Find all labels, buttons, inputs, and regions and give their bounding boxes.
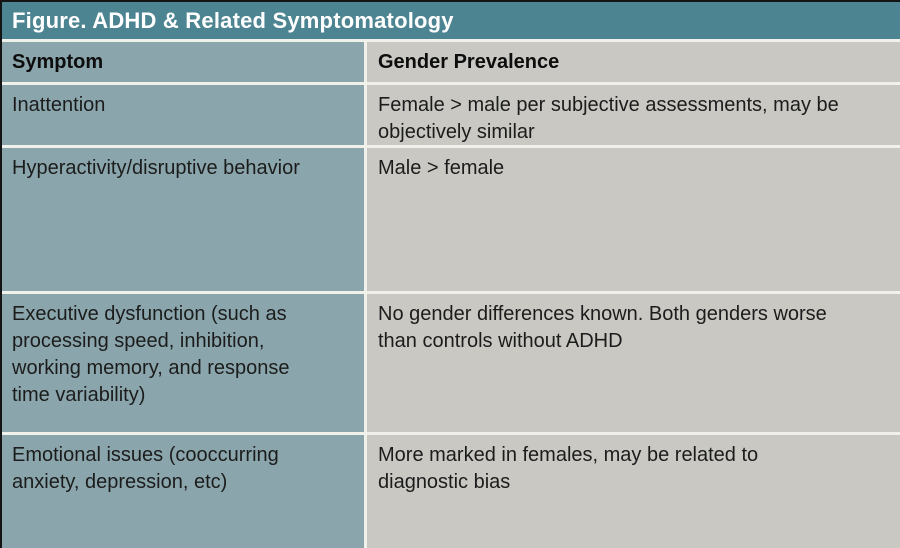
- symptom-text: Inattention: [12, 94, 106, 116]
- symptom-text: Hyperactivity/disruptive behavior: [12, 157, 300, 179]
- column-header-gender-prevalence: Gender Prevalence: [367, 42, 900, 82]
- symptom-text: Emotional issues (cooccurring anxiety, d…: [12, 444, 279, 493]
- figure-title-bar: Figure. ADHD & Related Symptomatology: [2, 2, 900, 39]
- table-row-emotional-issues-prevalence: More marked in females, may be related t…: [367, 435, 900, 548]
- table-row-executive-dysfunction-prevalence: No gender differences known. Both gender…: [367, 294, 900, 432]
- table-row-inattention-symptom: Inattention: [2, 85, 364, 145]
- column-header-symptom: Symptom: [2, 42, 364, 82]
- prevalence-text: More marked in females, may be related t…: [378, 444, 759, 493]
- column-header-gender-prevalence-label: Gender Prevalence: [378, 51, 560, 73]
- column-header-symptom-label: Symptom: [12, 51, 104, 73]
- symptomatology-table: Symptom Gender Prevalence Inattention Fe…: [2, 42, 900, 548]
- prevalence-text: Female > male per subjective assessments…: [378, 94, 839, 143]
- prevalence-text: No gender differences known. Both gender…: [378, 303, 827, 352]
- figure-title: Figure. ADHD & Related Symptomatology: [12, 7, 454, 33]
- table-row-emotional-issues-symptom: Emotional issues (cooccurring anxiety, d…: [2, 435, 364, 548]
- table-row-inattention-prevalence: Female > male per subjective assessments…: [367, 85, 900, 145]
- table-row-hyperactivity-prevalence: Male > female: [367, 148, 900, 291]
- table-row-executive-dysfunction-symptom: Executive dysfunction (such as processin…: [2, 294, 364, 432]
- table-row-hyperactivity-symptom: Hyperactivity/disruptive behavior: [2, 148, 364, 291]
- symptom-text: Executive dysfunction (such as processin…: [12, 303, 290, 406]
- prevalence-text: Male > female: [378, 157, 505, 179]
